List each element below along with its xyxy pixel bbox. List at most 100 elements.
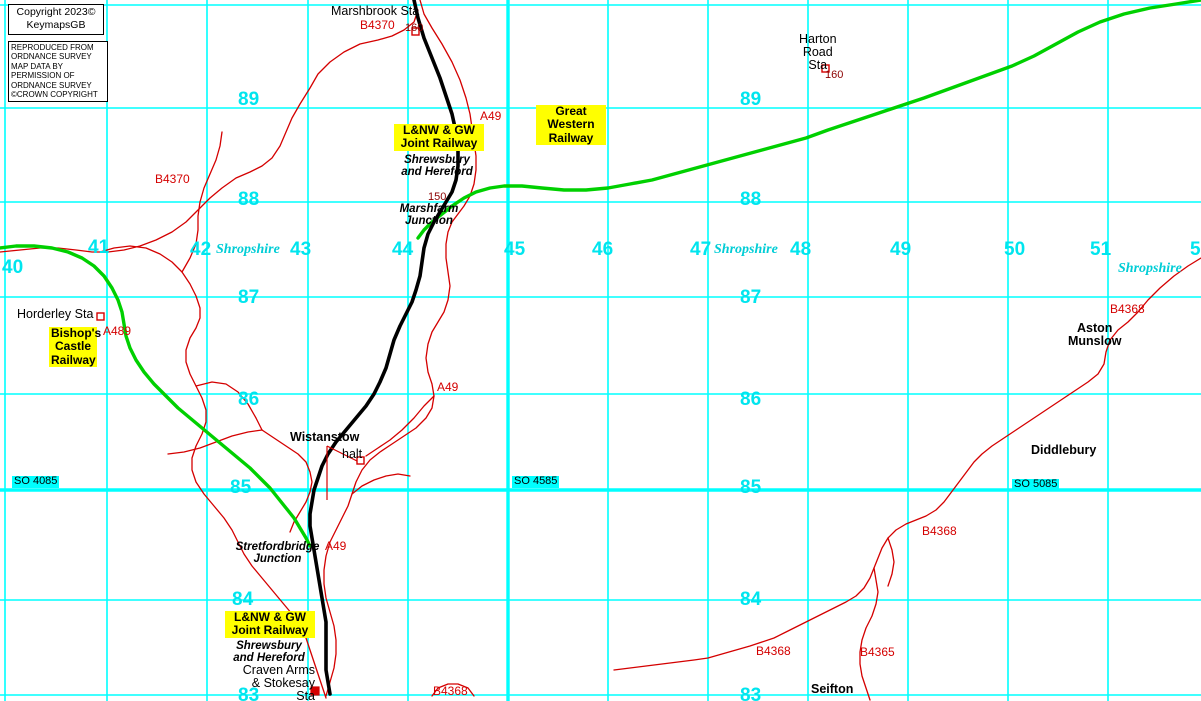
road-label-b4368-sw: B4368	[756, 644, 791, 658]
grid-northing-left-87: 87	[238, 287, 260, 308]
lnwgw-south-line-2: Joint Railway	[231, 623, 309, 638]
grid-easting-51: 51	[1090, 239, 1112, 260]
grid-easting-45: 45	[504, 239, 526, 260]
harton-line-2: Road	[802, 45, 833, 60]
road-label-a49-lower: A49	[325, 539, 347, 553]
grid-northing-left-89: 89	[238, 89, 260, 110]
junction-label-marshfarm: Marshfarm Junction	[383, 203, 475, 227]
grid-northing-right-83: 83	[740, 685, 762, 701]
square-code-so5085: SO 5085	[1012, 478, 1060, 491]
copyright-line-1: Copyright 2023©	[16, 6, 96, 18]
gwr-line-3: Railway	[548, 130, 594, 145]
county-label-centre: Shropshire	[714, 242, 778, 257]
railway-label-bishops-castle: Bishop's Castle Railway	[49, 326, 102, 368]
junction-label-stretfordbridge: Stretfordbridge Junction	[225, 541, 330, 565]
square-code-so4585: SO 4585	[512, 475, 560, 488]
sh-north-line-1: Shrewsbury	[404, 154, 470, 166]
halt-label-wistanstow: halt	[342, 447, 363, 461]
grid-northing-right-86: 86	[740, 389, 762, 410]
grid-easting-46: 46	[592, 239, 614, 260]
station-label-harton-road: Harton Road Sta	[799, 32, 837, 73]
bcr-line-2: Castle	[54, 339, 92, 354]
railway-label-great-western: Great Western Railway	[536, 104, 606, 146]
grid-northing-left-85: 85	[230, 477, 252, 498]
os-notice-line-2: ORDNANCE SURVEY	[11, 52, 92, 62]
railway-route-shrewsbury-hereford-north: Shrewsbury and Hereford	[390, 154, 484, 178]
road-label-b4365: B4365	[860, 645, 895, 659]
road-label-b4370-left: B4370	[155, 172, 190, 186]
grid-northing-left-84: 84	[232, 589, 254, 610]
grid-northing-left-83: 83	[238, 685, 260, 701]
craven-line-2: & Stokesay	[251, 676, 315, 691]
elevation-harton-road: 160	[825, 69, 844, 81]
elevation-marshfarm: 150	[428, 191, 447, 203]
station-marker-horderley	[96, 312, 105, 321]
marshfarm-line-1: Marshfarm	[399, 203, 459, 215]
gwr-line-1: Great	[555, 104, 587, 118]
road-label-b4368-ne: B4368	[1110, 302, 1145, 316]
os-notice-line-4: PERMISSION OF	[11, 71, 75, 81]
os-notice-line-5: ORDNANCE SURVEY	[11, 80, 92, 90]
grid-easting-42: 42	[190, 239, 212, 260]
station-marker-harton-road	[821, 64, 830, 73]
station-label-marshbrook: Marshbrook Sta	[331, 4, 420, 18]
craven-line-1: Craven Arms	[242, 663, 315, 677]
craven-line-3: Sta	[296, 689, 315, 701]
grid-northing-left-86: 86	[238, 389, 260, 410]
station-label-craven-arms: Craven Arms & Stokesay Sta	[237, 663, 315, 701]
settlement-label-wistanstow: Wistanstow	[290, 430, 360, 444]
county-label-east: Shropshire	[1118, 261, 1182, 276]
lnwgw-south-line-1: L&NW & GW	[234, 610, 306, 624]
harton-line-3: Sta	[808, 58, 828, 73]
road-label-a49-upper: A49	[480, 109, 502, 123]
grid-northing-right-89: 89	[740, 89, 762, 110]
aston-line-2: Munslow	[1068, 334, 1122, 349]
sh-south-line-1: Shrewsbury	[236, 640, 302, 652]
road-label-a49-mid: A49	[437, 380, 459, 394]
railway-label-lnwgw-south: L&NW & GW Joint Railway	[225, 610, 315, 638]
lnwgw-north-line-2: Joint Railway	[400, 136, 478, 151]
station-marker-craven-arms	[310, 686, 320, 696]
grid-easting-43: 43	[290, 239, 312, 260]
grid-easting-47: 47	[690, 239, 712, 260]
elevation-marshbrook: 160	[405, 22, 424, 34]
road-label-b4368-s: B4368	[433, 684, 468, 698]
os-notice-line-6: ©CROWN COPYRIGHT	[11, 90, 98, 100]
sh-south-line-2: and Hereford	[233, 652, 305, 665]
grid-northing-right-85: 85	[740, 477, 762, 498]
county-label-west: Shropshire	[216, 242, 280, 257]
gwr-line-2: Western	[547, 117, 595, 132]
copyright-line-2: KeymapsGB	[26, 19, 86, 32]
grid-easting-50: 50	[1004, 239, 1026, 260]
grid-easting-41: 41	[88, 237, 110, 258]
station-marker-marshbrook	[411, 27, 420, 36]
road-label-b4368-mid: B4368	[922, 524, 957, 538]
settlement-label-aston-munslow: Aston Munslow	[1068, 321, 1122, 349]
lnwgw-north-line-1: L&NW & GW	[403, 123, 475, 137]
grid-easting-40: 40	[2, 257, 24, 278]
settlement-label-diddlebury: Diddlebury	[1031, 443, 1097, 457]
ordnance-survey-notice-box: REPRODUCED FROM ORDNANCE SURVEY MAP DATA…	[8, 41, 108, 102]
grid-northing-left-88: 88	[238, 189, 260, 210]
os-notice-line-1: REPRODUCED FROM	[11, 43, 94, 52]
road-label-a489: A489	[103, 324, 132, 338]
sh-north-line-2: and Hereford	[401, 166, 473, 179]
grid-easting-48: 48	[790, 239, 812, 260]
bcr-line-3: Railway	[51, 352, 96, 367]
stretford-line-2: Junction	[253, 553, 302, 566]
harton-line-1: Harton	[799, 32, 837, 46]
leader-wistanstow-halt	[326, 445, 358, 462]
road-label-b4370-top: B4370	[360, 18, 395, 32]
railway-label-lnwgw-north: L&NW & GW Joint Railway	[394, 123, 484, 151]
stretford-line-1: Stretfordbridge	[235, 541, 320, 553]
bcr-line-1: Bishop's	[51, 326, 102, 340]
grid-easting-52: 5	[1190, 239, 1201, 260]
square-code-so4085: SO 4085	[12, 475, 60, 488]
grid-easting-44: 44	[392, 239, 414, 260]
grid-northing-right-88: 88	[740, 189, 762, 210]
